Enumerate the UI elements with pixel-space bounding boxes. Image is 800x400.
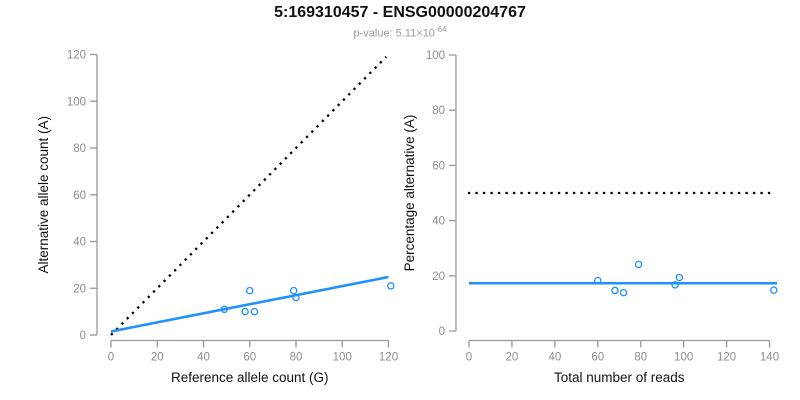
x-axis: 0 20 40 60 80 100 120 140 [466, 339, 779, 364]
y-tick-label: 40 [73, 237, 86, 249]
y-axis-title: Percentage alternative (A) [402, 115, 417, 272]
x-tick-label: 80 [290, 352, 303, 364]
data-point [250, 307, 259, 316]
data-point [619, 288, 628, 297]
y-tick-label: 100 [426, 50, 445, 62]
y-axis: 0 20 40 60 80 100 120 [67, 50, 98, 342]
x-tick-label: 60 [591, 352, 604, 364]
x-tick-label: 40 [197, 352, 210, 364]
y-tick-label: 0 [439, 326, 445, 338]
p-value-base: p-value: 5.11×10 [353, 27, 435, 40]
data-point [671, 281, 679, 289]
x-tick-label: 0 [108, 352, 114, 364]
y-axis: 0 20 40 60 80 100 [426, 50, 457, 338]
data-point [594, 276, 602, 285]
x-axis-title: Reference allele count (G) [171, 370, 329, 385]
x-tick-label: 120 [717, 352, 736, 364]
data-point [292, 293, 300, 302]
identity-line [110, 56, 388, 336]
data-point [241, 307, 249, 316]
header: 5:169310457 - ENSG00000204767 p-value: 5… [0, 0, 800, 40]
x-tick-label: 120 [379, 352, 398, 364]
p-value-subtitle: p-value: 5.11×10-64 [0, 25, 800, 40]
x-tick-label: 100 [333, 352, 352, 364]
x-tick-label: 100 [674, 352, 693, 364]
x-tick-label: 0 [466, 352, 472, 364]
data-point [387, 282, 395, 290]
p-value-exponent: -64 [434, 25, 447, 34]
y-tick-label: 100 [67, 96, 86, 108]
data-points [594, 260, 778, 297]
data-point [675, 273, 684, 282]
percentage-plot: 0 20 40 60 80 100 0 20 40 60 80 100 120 140 Total numb… [402, 50, 779, 385]
y-tick-label: 20 [73, 283, 86, 295]
data-points [220, 282, 395, 316]
x-tick-label: 60 [243, 352, 256, 364]
y-tick-label: 80 [73, 143, 86, 155]
y-tick-label: 20 [432, 271, 445, 283]
data-point [770, 286, 778, 294]
allele-count-plot: 0 20 40 60 80 100 120 0 20 40 60 80 100 120 Reference … [36, 50, 398, 386]
x-tick-label: 20 [506, 352, 519, 364]
regression-line [110, 275, 389, 333]
y-axis-title: Alternative allele count (A) [36, 116, 51, 274]
x-tick-label: 140 [760, 352, 779, 364]
data-point [245, 286, 254, 295]
y-tick-label: 60 [432, 160, 445, 172]
y-tick-label: 0 [80, 330, 86, 342]
y-tick-label: 80 [432, 105, 445, 117]
x-axis-title: Total number of reads [554, 370, 685, 385]
y-tick-label: 120 [67, 50, 86, 62]
x-tick-label: 40 [548, 352, 561, 364]
x-tick-label: 20 [151, 352, 164, 364]
y-tick-label: 60 [73, 190, 86, 202]
data-point [611, 286, 619, 295]
data-point [220, 305, 229, 314]
x-tick-label: 80 [634, 352, 647, 364]
y-tick-label: 40 [432, 216, 445, 228]
x-axis: 0 20 40 60 80 100 120 [108, 339, 398, 364]
page-title: 5:169310457 - ENSG00000204767 [274, 4, 526, 21]
data-point [634, 260, 643, 269]
data-point [289, 286, 298, 295]
